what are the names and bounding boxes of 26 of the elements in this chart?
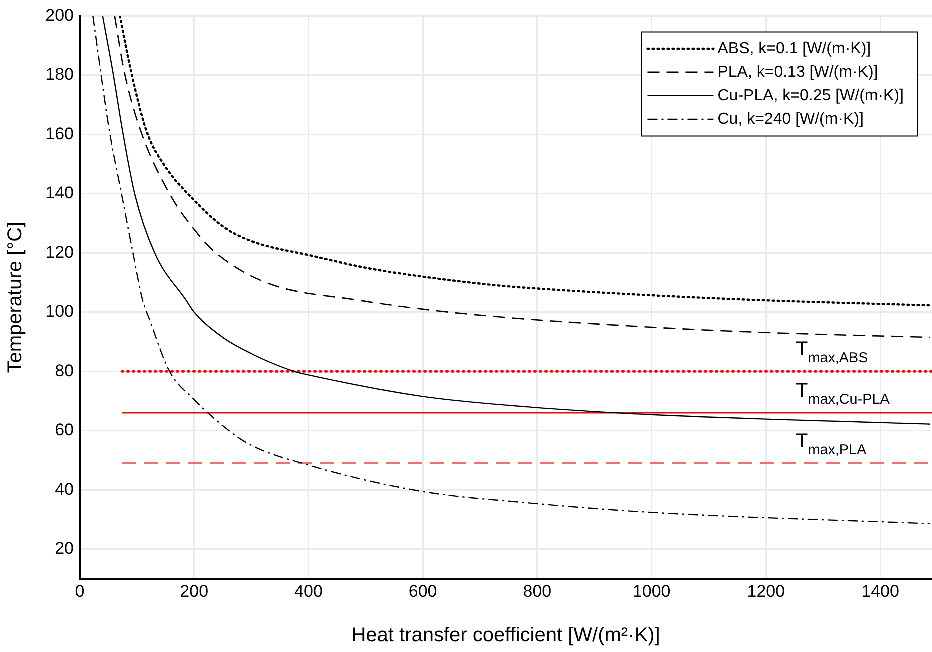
y-tick-label: 40: [55, 480, 74, 499]
x-tick-label: 0: [75, 582, 85, 601]
x-axis-title: Heat transfer coefficient [W/(m²·K)]: [352, 624, 660, 647]
y-tick-label: 200: [46, 6, 74, 25]
y-tick-label: 100: [46, 302, 74, 322]
x-tick-label: 800: [523, 582, 552, 601]
legend-label: PLA, k=0.13 [W/(m·K)]: [718, 64, 878, 81]
y-tick-label: 20: [55, 539, 74, 558]
line-series: [92, 16, 931, 525]
y-tick-label: 180: [46, 65, 74, 84]
legend-label: Cu, k=240 [W/(m·K)]: [718, 110, 864, 128]
x-tick-label: 1400: [862, 582, 900, 601]
y-tick-label: 80: [55, 361, 74, 380]
x-tick-label: 600: [408, 582, 438, 601]
y-tick-label: 160: [46, 124, 74, 144]
y-axis-title: Temperature [°C]: [4, 222, 27, 374]
legend-label: ABS, k=0.1 [W/(m·K)]: [718, 40, 872, 58]
line-series: [102, 16, 931, 425]
y-tick-label: 120: [46, 242, 74, 262]
x-tick-label: 1000: [632, 582, 671, 601]
x-tick-label: 400: [294, 582, 323, 601]
x-tick-label: 1200: [747, 582, 786, 601]
y-tick-label: 140: [46, 184, 74, 203]
legend-label: Cu-PLA, k=0.25 [W/(m·K)]: [718, 87, 904, 104]
y-tick-label: 60: [55, 420, 74, 440]
x-tick-label: 200: [180, 582, 209, 601]
